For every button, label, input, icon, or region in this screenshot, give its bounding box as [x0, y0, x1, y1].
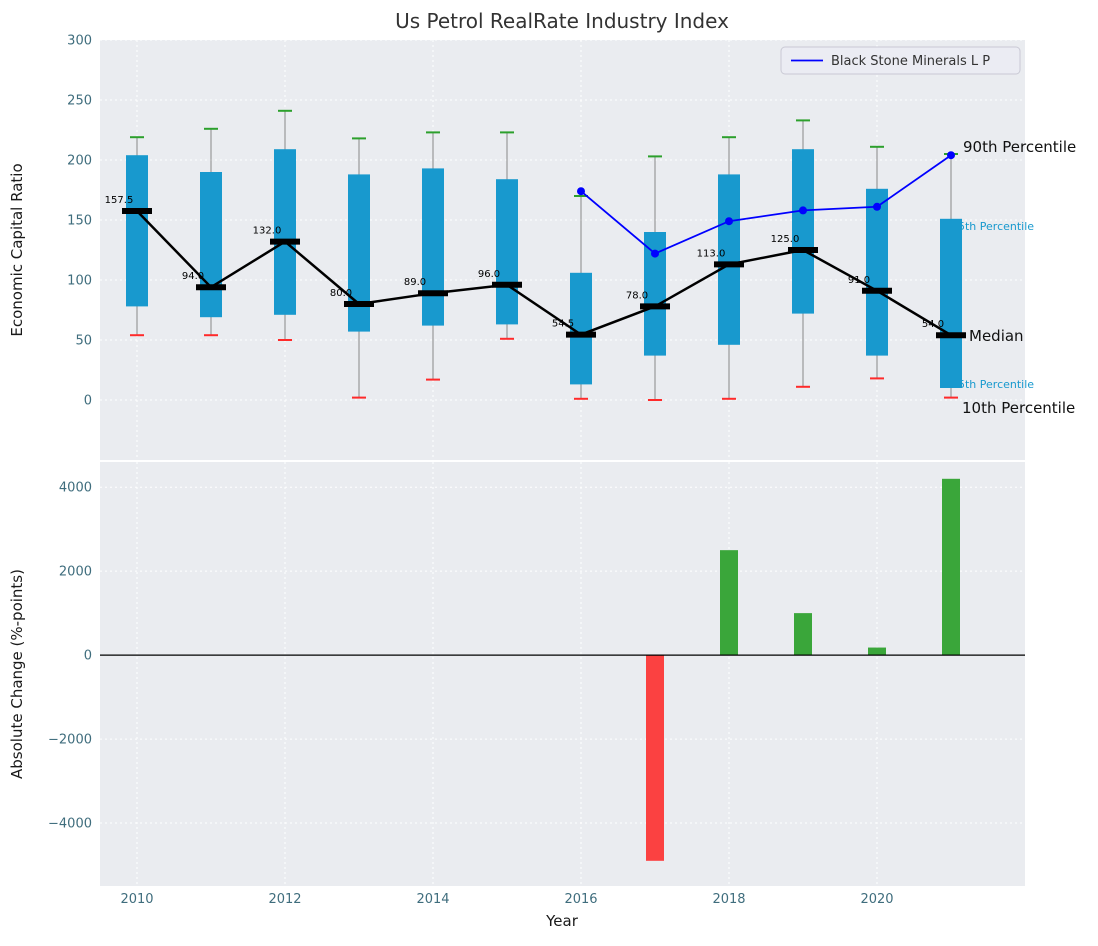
- xtick-2016: 2016: [564, 892, 597, 907]
- xtick-2020: 2020: [860, 892, 893, 907]
- iqr-box-2012: [274, 149, 296, 315]
- median-value-2018: 113.0: [697, 248, 726, 259]
- iqr-box-2015: [496, 179, 518, 325]
- top-ytick-300: 300: [67, 34, 92, 49]
- company-point-2018: [725, 217, 733, 226]
- bottom-ytick--4000: −4000: [48, 817, 92, 832]
- axes-backgrounds: [100, 40, 1025, 886]
- change-bar-2018: [720, 550, 738, 656]
- iqr-box-2014: [422, 168, 444, 326]
- tick-labels: 0 50 100 150 200 250 300 −4000 −2000 0 2000 4000 201…: [48, 34, 894, 908]
- iqr-box-2018: [718, 174, 740, 345]
- company-point-2017: [651, 249, 659, 258]
- change-bar-2020: [868, 647, 886, 656]
- company-point-2021: [947, 151, 955, 160]
- change-bar-2021: [942, 478, 960, 656]
- p90-annotation: 90th Percentile: [963, 138, 1076, 156]
- iqr-box-2017: [644, 232, 666, 356]
- median-value-2019: 125.0: [771, 234, 800, 245]
- bottom-axes-bg: [100, 462, 1025, 886]
- legend-box: [780, 46, 1021, 75]
- iqr-box-2021: [940, 218, 962, 388]
- bottom-ytick-0: 0: [84, 649, 92, 664]
- median-value-2014: 89.0: [404, 277, 426, 288]
- p75-annotation: 75th Percentile: [951, 220, 1034, 233]
- company-point-2016: [577, 187, 585, 196]
- iqr-box-2020: [866, 188, 888, 356]
- median-value-2015: 96.0: [478, 269, 500, 280]
- iqr-box-2016: [570, 272, 592, 385]
- top-ytick-150: 150: [67, 214, 92, 229]
- iqr-box-2019: [792, 149, 814, 314]
- company-point-2020: [873, 202, 881, 211]
- top-ytick-250: 250: [67, 94, 92, 109]
- bottom-ytick-2000: 2000: [59, 565, 92, 580]
- top-ytick-100: 100: [67, 274, 92, 289]
- xtick-2012: 2012: [268, 892, 301, 907]
- change-bar-2017: [646, 655, 664, 861]
- median-value-2020: 91.0: [848, 275, 870, 286]
- median-value-2012: 132.0: [253, 226, 282, 237]
- change-bar-2019: [794, 613, 812, 656]
- top-ytick-200: 200: [67, 154, 92, 169]
- top-annotations: 90th Percentile Median 10th Percentile U…: [8, 9, 1076, 930]
- median-value-2011: 94.0: [182, 271, 204, 282]
- bottom-ytick-4000: 4000: [59, 481, 92, 496]
- median-value-2017: 78.0: [626, 290, 648, 301]
- xtick-2010: 2010: [120, 892, 153, 907]
- company-line: [580, 154, 952, 255]
- top-ytick-0: 0: [84, 394, 92, 409]
- chart-marks: 157.5 94.0 132.0 80.0 89.0 96.0 54.5 78.0 113.0 1…: [100, 109, 1025, 861]
- company-point-2019: [799, 206, 807, 215]
- top-y-axis-label: Economic Capital Ratio: [8, 163, 26, 336]
- iqr-box-2010: [126, 155, 148, 307]
- iqr-box-2011: [200, 172, 222, 318]
- median-value-2016: 54.5: [552, 319, 574, 330]
- iqr-box-2013: [348, 174, 370, 332]
- bottom-ytick--2000: −2000: [48, 733, 92, 748]
- median-value-2010: 157.5: [105, 195, 134, 206]
- p25-annotation: 25th Percentile: [951, 378, 1034, 391]
- p10-annotation: 10th Percentile: [962, 399, 1075, 417]
- x-axis-label: Year: [545, 912, 579, 930]
- xtick-2014: 2014: [416, 892, 449, 907]
- legend-label: Black Stone Minerals L P: [831, 54, 990, 69]
- median-value-2013: 80.0: [330, 288, 352, 299]
- bottom-y-axis-label: Absolute Change (%-points): [8, 569, 26, 779]
- legend: Black Stone Minerals L P: [780, 46, 1021, 75]
- chart-title: Us Petrol RealRate Industry Index: [395, 9, 729, 33]
- xtick-2018: 2018: [712, 892, 745, 907]
- median-trend-line: [136, 210, 952, 337]
- top-ytick-50: 50: [75, 334, 92, 349]
- median-value-2021: 54.0: [922, 319, 944, 330]
- median-annotation: Median: [969, 327, 1024, 345]
- under-annotations: 75th Percentile 25th Percentile: [951, 220, 1034, 391]
